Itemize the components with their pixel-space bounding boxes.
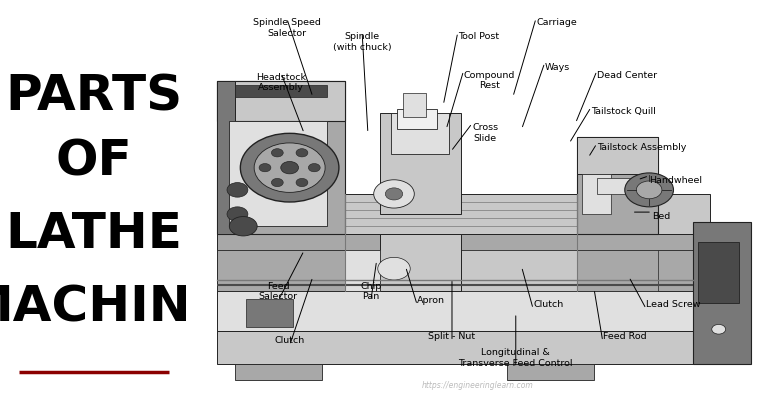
Circle shape [259, 164, 271, 172]
Bar [234, 85, 327, 97]
Bar [217, 250, 693, 291]
Text: Tailstock Quill: Tailstock Quill [591, 107, 656, 116]
Text: MACHINE: MACHINE [0, 283, 225, 331]
Text: Lead Screw: Lead Screw [646, 300, 700, 309]
Circle shape [240, 133, 339, 202]
Bar [577, 137, 658, 234]
Bar [507, 364, 594, 380]
Bar [577, 250, 658, 291]
Text: Compound
Rest: Compound Rest [464, 71, 515, 90]
Bar [698, 242, 739, 303]
Bar [582, 174, 611, 214]
Circle shape [625, 173, 674, 207]
Circle shape [296, 179, 308, 187]
Bar [217, 331, 693, 364]
Text: Ways: Ways [545, 63, 570, 72]
Text: Split - Nut: Split - Nut [429, 332, 475, 341]
Text: Handwheel: Handwheel [649, 176, 702, 185]
Circle shape [309, 164, 320, 172]
Circle shape [227, 207, 248, 221]
Bar [217, 234, 710, 275]
Circle shape [271, 179, 283, 187]
Bar [597, 178, 634, 194]
Circle shape [254, 143, 325, 192]
Text: Headstock
Assembly: Headstock Assembly [256, 73, 306, 92]
Circle shape [296, 149, 308, 157]
Text: Apron: Apron [417, 296, 445, 305]
Bar [461, 250, 577, 291]
Text: https://engineeringlearn.com: https://engineeringlearn.com [422, 381, 534, 390]
Bar [217, 291, 693, 331]
Bar [379, 113, 461, 214]
Bar [379, 234, 461, 291]
Bar [234, 364, 322, 380]
Text: LATHE: LATHE [5, 210, 183, 258]
Text: Bed: Bed [652, 212, 670, 221]
Bar [397, 109, 438, 129]
Bar [217, 271, 710, 291]
Text: Feed Rod: Feed Rod [603, 332, 647, 341]
Bar [217, 81, 345, 234]
Text: Tool Post: Tool Post [458, 32, 499, 41]
Circle shape [281, 162, 299, 174]
Bar [229, 121, 327, 226]
Bar [391, 113, 449, 154]
Bar [577, 137, 658, 174]
Text: Longitudinal &
Transverse Feed Control: Longitudinal & Transverse Feed Control [458, 348, 573, 368]
Bar [345, 250, 379, 291]
Text: Carriage: Carriage [536, 18, 577, 27]
Text: Cross
Slide: Cross Slide [472, 123, 498, 143]
Text: Spindle Speed
Salector: Spindle Speed Salector [253, 18, 321, 38]
Circle shape [271, 149, 283, 157]
Bar [217, 81, 345, 121]
Bar [217, 81, 234, 234]
Text: Chip
Pan: Chip Pan [360, 282, 382, 301]
Circle shape [227, 183, 248, 197]
Circle shape [637, 181, 662, 199]
Text: Spindle
(with chuck): Spindle (with chuck) [333, 32, 392, 52]
Text: Dead Center: Dead Center [597, 71, 657, 80]
Circle shape [386, 188, 402, 200]
Text: Clutch: Clutch [274, 337, 305, 345]
Text: Tailstock Assembly: Tailstock Assembly [597, 143, 687, 152]
Text: Clutch: Clutch [533, 300, 564, 309]
Circle shape [374, 180, 414, 208]
Text: Feed
Salector: Feed Salector [259, 282, 297, 301]
Circle shape [712, 324, 726, 334]
Bar [693, 222, 750, 364]
Text: PARTS: PARTS [5, 73, 183, 121]
Bar [217, 194, 710, 234]
Circle shape [378, 257, 410, 280]
Bar [402, 93, 426, 117]
Text: OF: OF [56, 138, 132, 185]
Circle shape [230, 217, 257, 236]
Bar [246, 299, 293, 327]
